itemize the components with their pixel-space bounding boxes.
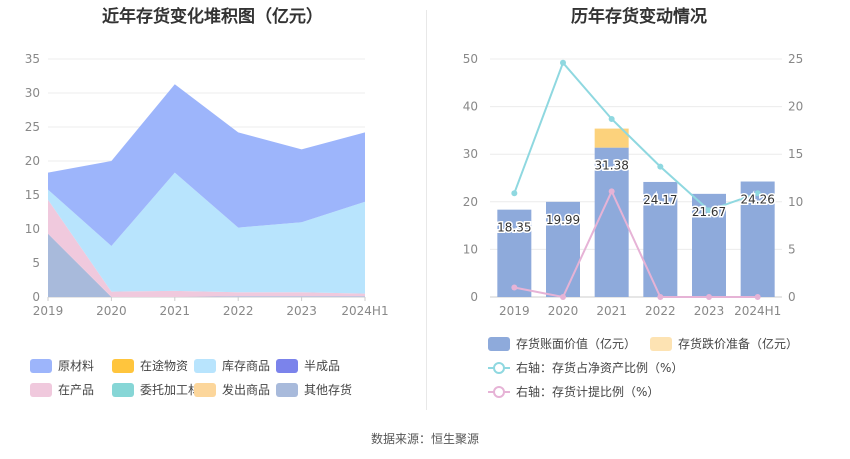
y-tick-label: 0 xyxy=(32,290,40,304)
y-left-tick-label: 0 xyxy=(470,290,478,304)
y-tick-label: 35 xyxy=(25,52,40,66)
y-left-tick-label: 50 xyxy=(463,52,478,66)
y-right-tick-label: 5 xyxy=(788,242,796,256)
legend-label: 在产品 xyxy=(58,383,94,397)
point-inventory-to-net-assets xyxy=(560,60,566,66)
point-inventory-to-net-assets xyxy=(657,164,663,170)
y-left-tick-label: 20 xyxy=(463,195,478,209)
legend-label: 存货账面价值（亿元） xyxy=(516,336,636,351)
chart-title: 历年存货变动情况 xyxy=(428,2,850,27)
point-inventory-to-net-assets xyxy=(511,190,517,196)
y-right-tick-label: 0 xyxy=(788,290,796,304)
x-tick-label: 2024H1 xyxy=(734,304,781,318)
x-tick-label: 2023 xyxy=(694,304,725,318)
y-tick-label: 15 xyxy=(25,188,40,202)
data-label: 24.26 xyxy=(740,193,774,207)
data-label: 18.35 xyxy=(497,221,531,235)
y-left-tick-label: 30 xyxy=(463,147,478,161)
data-label: 31.38 xyxy=(594,159,628,173)
legend-swatch xyxy=(194,383,216,397)
x-tick-label: 2021 xyxy=(160,304,191,318)
inventory-change-chart-panel: 历年存货变动情况 0 10 20 30 40 50 0 5 10 15 20 25 2019 2020 20… xyxy=(428,0,850,420)
data-label: 21.67 xyxy=(692,205,726,219)
line-inventory-to-net-assets xyxy=(514,63,757,211)
legend-label: 右轴：存货计提比例（%） xyxy=(516,384,659,399)
point-provision-ratio xyxy=(609,188,615,194)
data-label: 24.17 xyxy=(643,193,677,207)
x-tick-label: 2023 xyxy=(286,304,317,318)
legend-swatch xyxy=(650,337,672,351)
x-tick-label: 2021 xyxy=(596,304,627,318)
legend-swatch xyxy=(276,383,298,397)
legend-swatch xyxy=(30,383,52,397)
x-tick-label: 2020 xyxy=(96,304,127,318)
stacked-area-chart: 0 5 10 15 20 25 30 35 2019 2020 2021 2022 2023 2024H1… xyxy=(0,0,425,420)
x-tick-label: 2022 xyxy=(645,304,676,318)
legend-marker xyxy=(494,363,504,373)
legend-label: 存货跌价准备（亿元） xyxy=(678,336,798,351)
y-left-tick-label: 40 xyxy=(463,100,478,114)
point-provision-ratio xyxy=(706,294,712,300)
legend-label: 在途物资 xyxy=(140,358,188,373)
y-tick-label: 25 xyxy=(25,120,40,134)
stacked-area-chart-panel: 近年存货变化堆积图（亿元） 0 5 10 15 20 25 30 35 2019 2020 2021… xyxy=(0,0,425,420)
legend-label: 右轴：存货占净资产比例（%） xyxy=(516,360,683,375)
y-right-tick-label: 10 xyxy=(788,195,803,209)
legend-swatch xyxy=(276,359,298,373)
point-provision-ratio xyxy=(755,294,761,300)
x-tick-label: 2022 xyxy=(223,304,254,318)
y-tick-label: 30 xyxy=(25,86,40,100)
x-tick-label: 2019 xyxy=(499,304,530,318)
legend-label: 库存商品 xyxy=(222,358,270,373)
inventory-combo-chart: 0 10 20 30 40 50 0 5 10 15 20 25 2019 2020 2021 2022 202… xyxy=(428,0,850,420)
y-right-tick-label: 25 xyxy=(788,52,803,66)
legend-swatch xyxy=(112,359,134,373)
y-tick-label: 20 xyxy=(25,154,40,168)
y-left-tick-label: 10 xyxy=(463,242,478,256)
data-label: 19.99 xyxy=(546,213,580,227)
legend-swatch xyxy=(112,383,134,397)
data-source: 数据来源：恒生聚源 xyxy=(0,430,850,447)
point-provision-ratio xyxy=(657,294,663,300)
x-tick-label: 2019 xyxy=(33,304,64,318)
y-tick-label: 5 xyxy=(32,256,40,270)
legend-label: 半成品 xyxy=(304,359,340,373)
legend-label: 其他存货 xyxy=(304,382,352,397)
x-tick-label: 2024H1 xyxy=(341,304,388,318)
y-right-tick-label: 20 xyxy=(788,100,803,114)
y-tick-label: 10 xyxy=(25,222,40,236)
point-inventory-to-net-assets xyxy=(609,116,615,122)
x-tick-label: 2020 xyxy=(548,304,579,318)
legend-swatch xyxy=(488,337,510,351)
legend-swatch xyxy=(194,359,216,373)
y-right-tick-label: 15 xyxy=(788,147,803,161)
point-provision-ratio xyxy=(560,294,566,300)
legend-swatch xyxy=(30,359,52,373)
panel-divider xyxy=(426,10,427,410)
legend-label: 发出商品 xyxy=(222,382,270,397)
legend-label: 原材料 xyxy=(58,359,94,373)
chart-title: 近年存货变化堆积图（亿元） xyxy=(0,2,425,27)
point-provision-ratio xyxy=(511,284,517,290)
legend-marker xyxy=(494,387,504,397)
